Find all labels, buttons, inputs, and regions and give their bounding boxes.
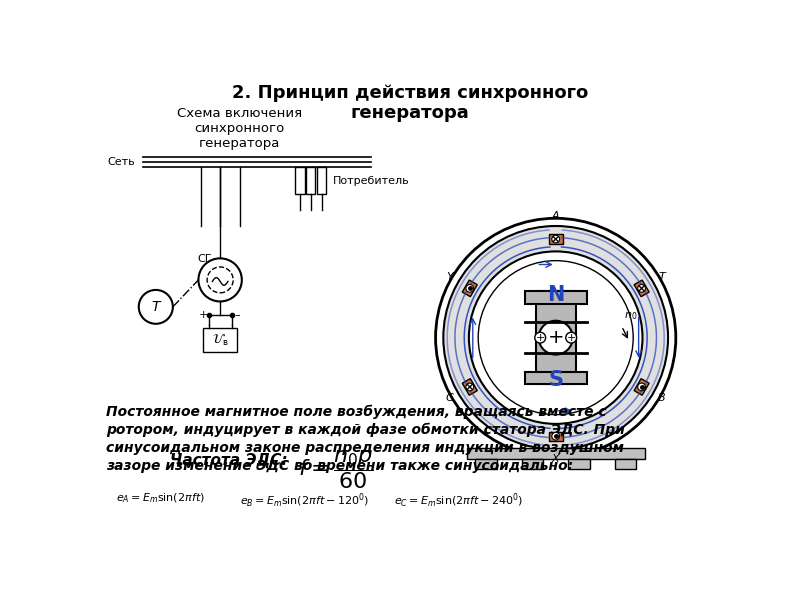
Circle shape [466,383,474,391]
Text: T: T [658,272,665,282]
Text: S: S [548,370,563,390]
Text: B: B [658,394,666,403]
Circle shape [443,226,668,449]
Bar [535,292,576,384]
Text: $e_C = E_m\sin(2\pi ft-240^0)$: $e_C = E_m\sin(2\pi ft-240^0)$ [394,491,524,510]
Bar [462,379,478,395]
Bar [317,167,326,194]
Circle shape [566,332,577,343]
Bar [475,458,497,469]
Text: $e_B = E_m\sin(2\pi ft-120^0)$: $e_B = E_m\sin(2\pi ft-120^0)$ [239,491,369,510]
Bar [466,448,645,458]
Circle shape [466,284,474,292]
Text: Y: Y [446,272,453,282]
Ellipse shape [435,218,676,457]
Bar [549,431,562,441]
Circle shape [638,284,646,292]
Text: +: + [535,332,545,343]
Bar [525,371,586,384]
Text: Постоянное магнитное поле возбуждения, вращаясь вместе с
ротором, индуцирует в к: Постоянное магнитное поле возбуждения, в… [106,404,625,473]
Circle shape [538,321,573,355]
Text: 2. Принцип действия синхронного
генератора: 2. Принцип действия синхронного генерато… [232,83,588,122]
Text: СГ: СГ [197,254,211,265]
Circle shape [198,259,242,301]
Bar [549,235,562,244]
Bar [568,458,590,469]
Bar [306,167,315,194]
Circle shape [469,251,642,424]
Circle shape [478,260,634,415]
Text: $\mathcal{U}_{\rm в}$: $\mathcal{U}_{\rm в}$ [212,332,229,347]
Bar [462,280,478,296]
Bar [522,458,543,469]
Text: $f = \dfrac{n_0 p}{60}$: $f = \dfrac{n_0 p}{60}$ [298,448,374,491]
Circle shape [138,290,173,324]
Bar [295,167,305,194]
Text: $e_A = E_m\sin(2\pi ft)$: $e_A = E_m\sin(2\pi ft)$ [115,491,204,505]
Circle shape [638,383,646,391]
Bar [614,458,636,469]
Bar [634,280,649,296]
Text: +: + [547,328,564,347]
Text: +: + [198,310,208,320]
Text: Частота ЭДС:: Частота ЭДС: [170,453,287,468]
Text: Т: Т [151,300,160,314]
Text: X: X [552,454,559,464]
Circle shape [534,332,546,343]
Bar [525,292,586,304]
Text: $n_0$: $n_0$ [624,310,638,322]
Circle shape [207,267,233,293]
Bar [634,379,649,395]
Text: +: + [566,332,576,343]
Text: N: N [547,286,564,305]
Text: A: A [552,211,559,221]
Text: Потребитель: Потребитель [333,176,409,185]
Text: –: – [234,310,240,320]
Bar [203,328,237,352]
Circle shape [552,433,559,440]
Text: C: C [446,394,454,403]
Circle shape [552,235,559,243]
Text: Сеть: Сеть [108,157,135,167]
Text: Схема включения
синхронного
генератора: Схема включения синхронного генератора [177,107,302,149]
